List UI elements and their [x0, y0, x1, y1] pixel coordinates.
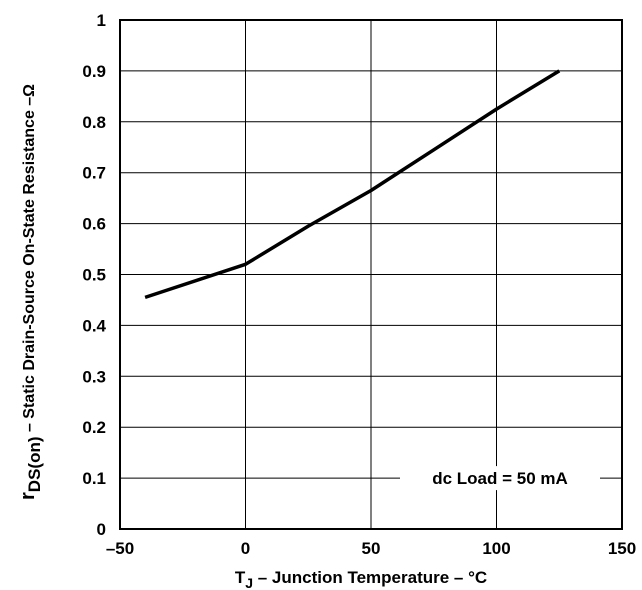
x-axis-subscript: J [245, 575, 253, 590]
y-tick-label: 0.7 [82, 164, 106, 183]
y-tick-label: 0.1 [82, 469, 106, 488]
annotation-group: dc Load = 50 mA [400, 466, 600, 491]
x-tick-label: 150 [608, 539, 636, 558]
y-tick-label: 0.8 [82, 113, 106, 132]
x-axis-text: – Junction Temperature – °C [253, 568, 487, 587]
y-axis-symbol: r [17, 492, 39, 500]
plot-frame [119, 19, 623, 530]
series-line [144, 69, 561, 300]
x-axis-title: TJ – Junction Temperature – °C [235, 568, 487, 590]
y-tick-label: 0.5 [82, 266, 106, 285]
y-tick-label: 0.4 [82, 316, 106, 335]
x-tick-label: 0 [241, 539, 250, 558]
annotation-dc-load: dc Load = 50 mA [432, 469, 568, 488]
x-tick-label: 100 [482, 539, 510, 558]
annotation-background [400, 466, 600, 491]
x-tick-label: –50 [106, 539, 134, 558]
y-tick-label: 0 [97, 520, 106, 539]
y-tick-label: 0.3 [82, 367, 106, 386]
y-tick-labels: 0 0.1 0.2 0.3 0.4 0.5 0.6 0.7 0.8 0.9 1 [82, 11, 106, 539]
y-tick-label: 0.6 [82, 215, 106, 234]
y-axis-title: rDS(on) – Static Drain-Source On-State R… [17, 84, 44, 500]
y-tick-label: 1 [97, 11, 106, 30]
x-tick-label: 50 [362, 539, 381, 558]
y-tick-label: 0.2 [82, 418, 106, 437]
x-axis-symbol: T [235, 568, 246, 587]
series-group [144, 69, 561, 300]
y-axis-subscript: DS(on) [25, 436, 44, 492]
x-tick-labels: –50 0 50 100 150 [106, 539, 636, 558]
y-tick-label: 0.9 [82, 62, 106, 81]
grid-lines [119, 19, 623, 530]
y-axis-text: – Static Drain-Source On-State Resistanc… [21, 84, 38, 437]
